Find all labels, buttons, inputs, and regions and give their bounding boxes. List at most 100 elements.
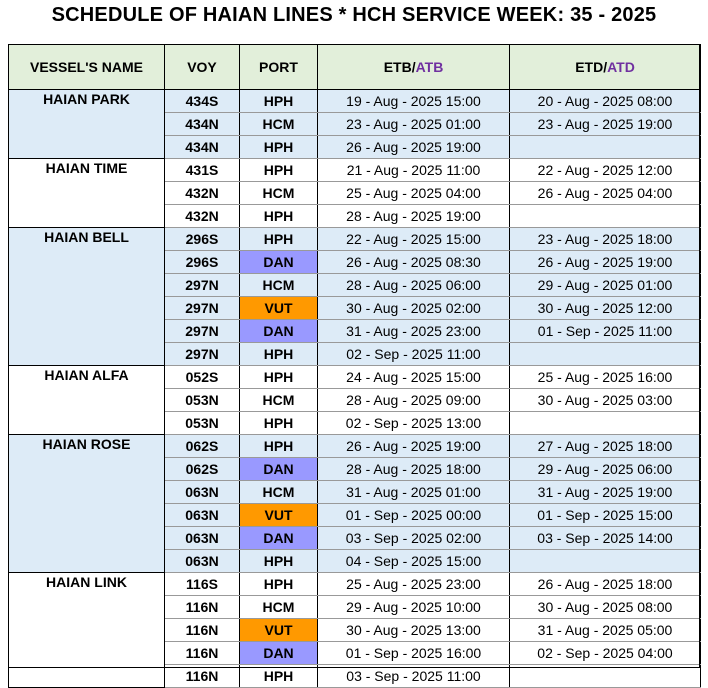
- header-row: VESSEL'S NAME VOY PORT ETB/ATB ETD/ATD: [8, 44, 701, 90]
- vessel-name-cell: HAIAN TIME: [8, 158, 165, 228]
- port-cell: HPH: [239, 434, 318, 458]
- etb-cell: 28 - Aug - 2025 06:00: [317, 273, 510, 297]
- port-cell: DAN: [239, 641, 318, 665]
- etb-cell: 03 - Sep - 2025 02:00: [317, 526, 510, 550]
- table-row: HAIAN LINK 116S HPH 25 - Aug - 2025 23:00 26…: [8, 572, 701, 688]
- port-cell: HPH: [239, 204, 318, 228]
- etb-cell: 01 - Sep - 2025 00:00: [317, 503, 510, 527]
- etb-cell: 30 - Aug - 2025 02:00: [317, 296, 510, 320]
- etd-cell: 01 - Sep - 2025 11:00: [509, 319, 701, 343]
- voy-cell: 296S: [164, 250, 240, 274]
- voy-cell: 431S: [164, 158, 240, 182]
- voy-cell: 116N: [164, 595, 240, 619]
- etd-cell: 30 - Aug - 2025 03:00: [509, 388, 701, 412]
- header-voy: VOY: [164, 44, 240, 90]
- etb-cell: 28 - Aug - 2025 19:00: [317, 204, 510, 228]
- etd-cell: [509, 549, 701, 573]
- port-cell: HCM: [239, 273, 318, 297]
- voy-cell: 432N: [164, 181, 240, 205]
- port-cell: DAN: [239, 250, 318, 274]
- header-etb-atb: ETB/ATB: [317, 44, 510, 90]
- port-cell: HPH: [239, 572, 318, 596]
- etb-cell: 30 - Aug - 2025 13:00: [317, 618, 510, 642]
- etb-cell: 26 - Aug - 2025 08:30: [317, 250, 510, 274]
- voy-cell: 296S: [164, 227, 240, 251]
- etb-cell: 21 - Aug - 2025 11:00: [317, 158, 510, 182]
- etb-cell: 25 - Aug - 2025 04:00: [317, 181, 510, 205]
- header-etd-label: ETD/: [575, 59, 608, 75]
- etb-cell: 28 - Aug - 2025 09:00: [317, 388, 510, 412]
- port-cell: VUT: [239, 503, 318, 527]
- etb-cell: 22 - Aug - 2025 15:00: [317, 227, 510, 251]
- vessel-name-cell: HAIAN ALFA: [8, 365, 165, 435]
- header-etb-label: ETB/: [383, 59, 416, 75]
- etd-cell: 23 - Aug - 2025 19:00: [509, 112, 701, 136]
- port-cell: DAN: [239, 319, 318, 343]
- etd-cell: 26 - Aug - 2025 19:00: [509, 250, 701, 274]
- header-vessel-name: VESSEL'S NAME: [8, 44, 165, 90]
- table-row: HAIAN ALFA 052S HPH 24 - Aug - 2025 15:00 25…: [8, 365, 701, 435]
- table-row: 297N HPH 02 - Sep - 2025 11:00: [9, 342, 701, 366]
- port-cell: DAN: [239, 457, 318, 481]
- header-port: PORT: [239, 44, 318, 90]
- table-row: 434N HPH 26 - Aug - 2025 19:00: [9, 135, 701, 159]
- voy-cell: 062S: [164, 457, 240, 481]
- schedule-body: HAIAN PARK 434S HPH 19 - Aug - 2025 15:00 20…: [8, 89, 701, 688]
- port-cell: HPH: [239, 227, 318, 251]
- etb-cell: 02 - Sep - 2025 11:00: [317, 342, 510, 366]
- port-cell: DAN: [239, 526, 318, 550]
- table-row: HAIAN PARK 434S HPH 19 - Aug - 2025 15:00 20…: [8, 89, 701, 159]
- table-row: 432N HCM 25 - Aug - 2025 04:00 26 - Aug - 2…: [9, 181, 701, 205]
- table-row: HAIAN ROSE 062S HPH 26 - Aug - 2025 19:00 27…: [8, 434, 701, 573]
- etb-cell: 29 - Aug - 2025 10:00: [317, 595, 510, 619]
- port-cell: HPH: [239, 89, 318, 113]
- voy-cell: 297N: [164, 342, 240, 366]
- etd-cell: 23 - Aug - 2025 18:00: [509, 227, 701, 251]
- voy-cell: 116S: [164, 572, 240, 596]
- voy-cell: 116N: [164, 664, 240, 688]
- port-cell: HPH: [239, 158, 318, 182]
- voy-cell: 434N: [164, 135, 240, 159]
- etd-cell: 22 - Aug - 2025 12:00: [509, 158, 701, 182]
- etb-cell: 31 - Aug - 2025 23:00: [317, 319, 510, 343]
- etd-cell: [509, 204, 701, 228]
- voy-cell: 297N: [164, 273, 240, 297]
- port-cell: HCM: [239, 595, 318, 619]
- voy-cell: 116N: [164, 641, 240, 665]
- etd-cell: 31 - Aug - 2025 05:00: [509, 618, 701, 642]
- table-row: 116N HCM 29 - Aug - 2025 10:00 30 - Aug - 2…: [9, 595, 701, 619]
- table-row: 434N HCM 23 - Aug - 2025 01:00 23 - Aug - 2…: [9, 112, 701, 136]
- etd-cell: 30 - Aug - 2025 12:00: [509, 296, 701, 320]
- etb-cell: 31 - Aug - 2025 01:00: [317, 480, 510, 504]
- header-etd-atd: ETD/ATD: [509, 44, 701, 90]
- table-row: 062S DAN 28 - Aug - 2025 18:00 29 - Aug - 2…: [9, 457, 701, 481]
- etb-cell: 24 - Aug - 2025 15:00: [317, 365, 510, 389]
- port-cell: HPH: [239, 365, 318, 389]
- etd-cell: 20 - Aug - 2025 08:00: [509, 89, 701, 113]
- etb-cell: 04 - Sep - 2025 15:00: [317, 549, 510, 573]
- etd-cell: [509, 342, 701, 366]
- voy-cell: 116N: [164, 618, 240, 642]
- etd-cell: 01 - Sep - 2025 15:00: [509, 503, 701, 527]
- etb-cell: 01 - Sep - 2025 16:00: [317, 641, 510, 665]
- vessel-name-cell: HAIAN LINK: [8, 572, 165, 688]
- port-cell: HCM: [239, 181, 318, 205]
- etd-cell: 27 - Aug - 2025 18:00: [509, 434, 701, 458]
- port-cell: VUT: [239, 296, 318, 320]
- etd-cell: 26 - Aug - 2025 04:00: [509, 181, 701, 205]
- voy-cell: 297N: [164, 319, 240, 343]
- voy-cell: 434N: [164, 112, 240, 136]
- port-cell: HPH: [239, 135, 318, 159]
- port-cell: VUT: [239, 618, 318, 642]
- port-cell: HCM: [239, 388, 318, 412]
- etd-cell: 26 - Aug - 2025 18:00: [509, 572, 701, 596]
- etb-cell: 25 - Aug - 2025 23:00: [317, 572, 510, 596]
- voy-cell: 434S: [164, 89, 240, 113]
- port-cell: HPH: [239, 342, 318, 366]
- voy-cell: 062S: [164, 434, 240, 458]
- voy-cell: 053N: [164, 411, 240, 435]
- etd-cell: [509, 664, 701, 688]
- etd-cell: 29 - Aug - 2025 06:00: [509, 457, 701, 481]
- etb-cell: 19 - Aug - 2025 15:00: [317, 89, 510, 113]
- etd-cell: 30 - Aug - 2025 08:00: [509, 595, 701, 619]
